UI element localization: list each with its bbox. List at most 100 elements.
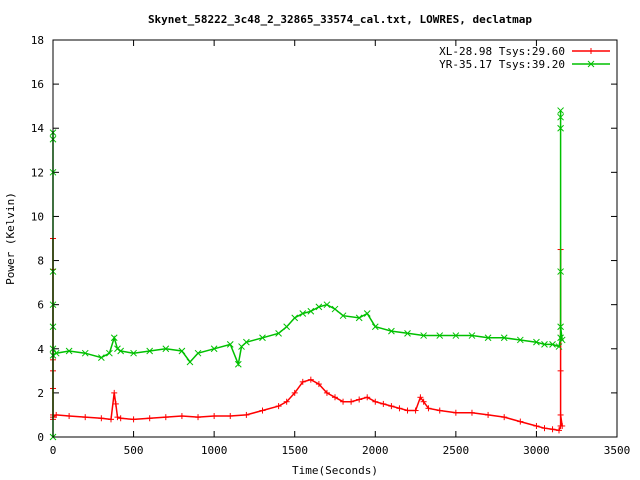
plus-marker bbox=[323, 389, 330, 396]
plus-marker bbox=[555, 427, 562, 434]
series-line bbox=[52, 238, 563, 432]
axis-ticks: 0 500 1000 1500 2000 2500 3000 3500 0 2 4 6 8 10 12 14 1… bbox=[31, 34, 631, 457]
plus-marker bbox=[348, 398, 355, 405]
plus-marker bbox=[315, 381, 322, 388]
cross-marker bbox=[557, 124, 564, 132]
y-tick-label: 16 bbox=[31, 78, 44, 91]
cross-marker bbox=[484, 334, 492, 342]
plus-marker bbox=[557, 411, 564, 418]
y-tick-label: 4 bbox=[37, 343, 44, 356]
plot-frame bbox=[52, 39, 618, 438]
cross-marker bbox=[420, 332, 427, 339]
series-layer bbox=[49, 107, 566, 441]
plus-marker bbox=[259, 407, 266, 414]
plus-marker bbox=[114, 414, 121, 421]
cross-marker bbox=[549, 341, 556, 348]
plus-marker bbox=[307, 376, 314, 383]
x-tick-label: 1500 bbox=[281, 444, 308, 457]
plus-marker bbox=[162, 414, 169, 421]
cross-marker bbox=[194, 349, 202, 357]
x-tick-label: 2500 bbox=[443, 444, 470, 457]
plus-marker bbox=[291, 389, 298, 396]
plus-marker bbox=[485, 411, 492, 418]
cross-marker bbox=[283, 323, 291, 331]
cross-marker bbox=[234, 360, 242, 368]
y-tick-label: 14 bbox=[31, 122, 45, 135]
cross-marker bbox=[130, 349, 137, 357]
cross-marker bbox=[81, 349, 89, 357]
plus-marker bbox=[195, 414, 202, 421]
y-tick-label: 2 bbox=[37, 387, 44, 400]
cross-marker bbox=[243, 338, 250, 346]
cross-marker bbox=[146, 347, 154, 355]
cross-marker bbox=[331, 305, 339, 313]
cross-marker bbox=[339, 312, 347, 320]
y-tick-label: 12 bbox=[31, 166, 44, 179]
plus-marker bbox=[559, 422, 566, 429]
plus-marker bbox=[108, 416, 115, 423]
plus-marker bbox=[243, 411, 250, 418]
plus-marker bbox=[117, 415, 124, 422]
x-tick-label: 1000 bbox=[201, 444, 228, 457]
plus-marker bbox=[557, 367, 564, 374]
plus-marker bbox=[412, 407, 419, 414]
plus-marker bbox=[211, 413, 218, 420]
series-1 bbox=[50, 235, 566, 434]
chart-title: Skynet_58222_3c48_2_32865_33574_cal.txt,… bbox=[148, 13, 532, 26]
cross-marker bbox=[226, 341, 234, 348]
x-tick-label: 500 bbox=[124, 444, 144, 457]
cross-marker bbox=[307, 307, 315, 315]
plus-marker bbox=[66, 413, 73, 420]
cross-marker bbox=[114, 345, 121, 353]
y-axis-label: Power (Kelvin) bbox=[4, 192, 17, 285]
cross-marker bbox=[500, 334, 508, 342]
plus-marker bbox=[380, 400, 387, 407]
cross-marker bbox=[541, 341, 548, 348]
plus-marker bbox=[425, 405, 432, 412]
plus-marker bbox=[130, 416, 137, 423]
plus-marker bbox=[517, 418, 524, 425]
cross-marker bbox=[259, 334, 266, 342]
plus-marker bbox=[82, 414, 89, 421]
cross-marker bbox=[557, 107, 564, 114]
plus-marker bbox=[436, 407, 443, 414]
plus-marker bbox=[98, 415, 105, 422]
cross-marker bbox=[210, 345, 218, 353]
plus-marker bbox=[275, 403, 282, 410]
cross-marker bbox=[315, 303, 323, 311]
cross-marker bbox=[323, 301, 331, 309]
cross-marker bbox=[404, 329, 411, 337]
plus-marker bbox=[146, 415, 153, 422]
plus-marker bbox=[588, 48, 594, 54]
plus-marker bbox=[364, 394, 371, 401]
plus-marker bbox=[549, 426, 556, 433]
series-line bbox=[52, 110, 563, 437]
plus-marker bbox=[388, 403, 395, 410]
x-tick-label: 0 bbox=[50, 444, 57, 457]
cross-marker bbox=[178, 347, 186, 355]
x-axis-label: Time(Seconds) bbox=[292, 464, 378, 477]
plus-marker bbox=[178, 413, 185, 420]
plus-marker bbox=[501, 414, 508, 421]
x-tick-label: 2000 bbox=[362, 444, 389, 457]
cross-marker bbox=[52, 349, 60, 357]
cross-marker bbox=[117, 347, 125, 355]
series-2 bbox=[49, 107, 566, 441]
cross-marker bbox=[363, 310, 371, 317]
plus-marker bbox=[299, 378, 306, 385]
cross-marker bbox=[533, 338, 540, 346]
plus-marker bbox=[372, 398, 379, 405]
legend-label: YR-35.17 Tsys:39.20 bbox=[439, 58, 565, 71]
y-tick-label: 6 bbox=[37, 299, 44, 312]
cross-marker bbox=[299, 310, 307, 317]
plus-marker bbox=[417, 394, 424, 401]
cross-marker bbox=[110, 334, 118, 342]
cross-marker bbox=[106, 349, 113, 357]
cross-marker bbox=[452, 332, 460, 339]
cross-marker bbox=[555, 343, 563, 350]
cross-marker bbox=[162, 345, 170, 353]
plus-marker bbox=[111, 389, 118, 396]
cross-marker bbox=[97, 354, 105, 361]
